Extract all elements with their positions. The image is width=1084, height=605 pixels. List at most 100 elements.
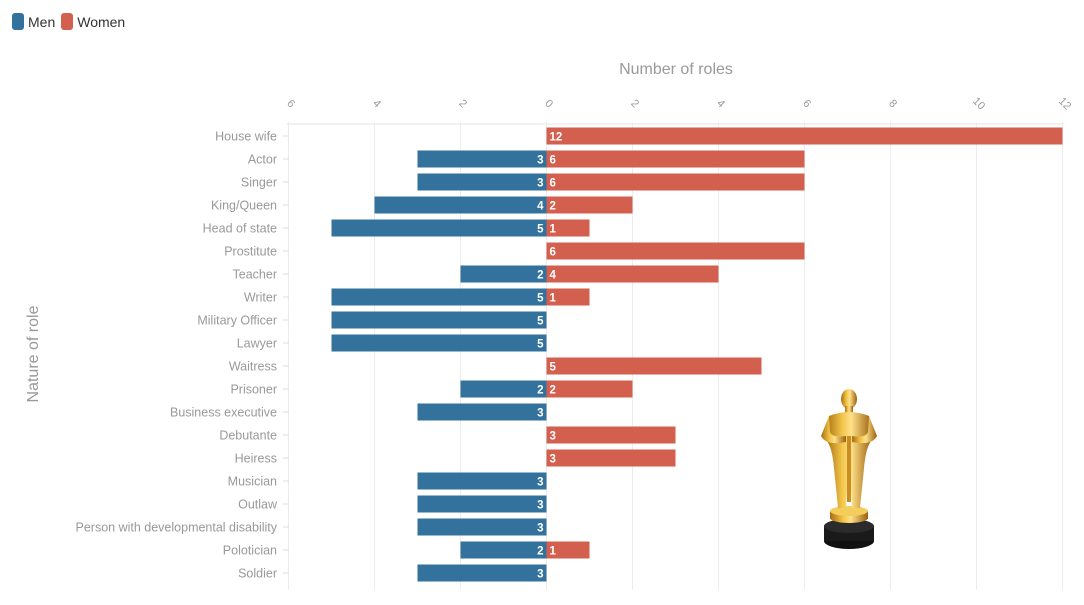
bar-value-label-women: 3 (550, 431, 556, 443)
bar-value-label-women: 3 (550, 454, 556, 466)
x-axis-ticks: 6 4 2 0 2 4 6 8 10 12 (284, 95, 1073, 112)
bar-men[interactable] (460, 380, 547, 398)
category-label: Outlaw (238, 498, 278, 512)
y-axis-title: Nature of role (25, 305, 42, 402)
legend-men-label: Men (28, 13, 56, 30)
category-label: King/Queen (211, 199, 277, 213)
category-label: Person with developmental disability (76, 521, 278, 535)
bar-value-label-women: 2 (550, 201, 556, 213)
category-labels: House wife Actor Singer King/Queen Head of s… (76, 130, 289, 581)
x-tick-label: 2 (456, 97, 469, 110)
bar-value-label-women: 6 (550, 247, 556, 259)
bar-value-label-women: 12 (550, 132, 563, 144)
bar-value-label-men: 3 (537, 155, 543, 167)
gridlines (286, 122, 1065, 590)
bar-value-label-men: 5 (537, 316, 544, 328)
bar-men[interactable] (331, 219, 547, 237)
x-tick-label: 4 (714, 97, 727, 110)
bar-value-label-women: 5 (550, 362, 557, 374)
bar-value-label-men: 5 (537, 224, 544, 236)
bar-men[interactable] (417, 472, 547, 490)
bar-value-label-men: 3 (537, 523, 543, 535)
bar-men[interactable] (417, 495, 547, 513)
bar-value-label-men: 4 (537, 201, 544, 213)
bar-value-label-women: 1 (550, 293, 557, 305)
bar-men[interactable] (374, 196, 547, 214)
bar-men[interactable] (460, 265, 547, 283)
category-label: Writer (244, 291, 277, 305)
category-label: Soldier (238, 567, 277, 581)
legend: Men Women (12, 13, 131, 30)
bar-men[interactable] (417, 518, 547, 536)
bar-women[interactable] (546, 242, 805, 260)
bar-value-label-men: 5 (537, 339, 544, 351)
women-swatch (61, 13, 74, 30)
bar-value-label-men: 2 (537, 546, 543, 558)
bar-women[interactable] (546, 173, 805, 191)
bar-value-label-men: 2 (537, 270, 543, 282)
bar-men[interactable] (417, 150, 547, 168)
bar-men[interactable] (417, 403, 547, 421)
category-label: Musician (228, 475, 277, 489)
category-label: Polotician (223, 544, 277, 558)
category-label: Prostitute (224, 245, 277, 259)
bar-men[interactable] (460, 541, 547, 559)
x-tick-label: 12 (1056, 95, 1073, 112)
men-swatch (12, 13, 24, 30)
x-tick-label: 4 (370, 97, 383, 110)
legend-women-label: Women (77, 13, 126, 30)
category-label: Teacher (233, 268, 277, 282)
bar-women[interactable] (546, 426, 676, 444)
bar-women[interactable] (546, 541, 590, 559)
bar-value-label-men: 3 (537, 477, 543, 489)
bar-value-label-men: 3 (537, 408, 543, 420)
category-label: Heiress (235, 452, 277, 466)
x-tick-label: 6 (284, 97, 297, 110)
bar-men[interactable] (331, 288, 547, 306)
bar-value-label-women: 6 (550, 178, 556, 190)
bar-value-label-women: 1 (550, 224, 557, 236)
category-label: Singer (241, 176, 277, 190)
x-tick-label: 0 (542, 97, 555, 110)
category-label: Waitress (229, 360, 277, 374)
bar-women[interactable] (546, 357, 762, 375)
bar-men[interactable] (331, 311, 547, 329)
category-label: House wife (215, 130, 277, 144)
bar-value-label-men: 3 (537, 178, 543, 190)
bar-value-label-men: 3 (537, 500, 543, 512)
legend-item-men[interactable]: Men (12, 13, 55, 30)
category-label: Head of state (203, 222, 277, 236)
bar-women[interactable] (546, 380, 633, 398)
bar-women[interactable] (546, 150, 805, 168)
category-label: Lawyer (237, 337, 277, 351)
bar-women[interactable] (546, 288, 590, 306)
bar-women[interactable] (546, 265, 719, 283)
bar-value-label-men: 3 (537, 569, 543, 581)
category-label: Prisoner (230, 383, 277, 397)
bar-men[interactable] (331, 334, 547, 352)
bar-women[interactable] (546, 219, 590, 237)
bar-men[interactable] (417, 564, 547, 582)
bar-women[interactable] (546, 127, 1063, 145)
category-label: Military Officer (197, 314, 277, 328)
oscar-statuette-illustration (821, 389, 877, 549)
category-label: Business executive (170, 406, 277, 420)
bar-women[interactable] (546, 449, 676, 467)
bar-value-label-women: 6 (550, 155, 556, 167)
bar-value-label-women: 2 (550, 385, 556, 397)
x-axis-title: Number of roles (619, 61, 733, 78)
legend-item-women[interactable]: Women (61, 13, 125, 30)
category-label: Debutante (219, 429, 277, 443)
bar-value-label-women: 1 (550, 546, 557, 558)
bar-value-label-men: 2 (537, 385, 543, 397)
bar-value-label-men: 5 (537, 293, 544, 305)
bar-women[interactable] (546, 196, 633, 214)
bar-men[interactable] (417, 173, 547, 191)
x-tick-label: 2 (628, 97, 641, 110)
x-tick-label: 6 (800, 97, 813, 110)
bar-value-label-women: 4 (550, 270, 557, 282)
x-tick-label: 8 (886, 97, 899, 110)
category-label: Actor (248, 153, 277, 167)
